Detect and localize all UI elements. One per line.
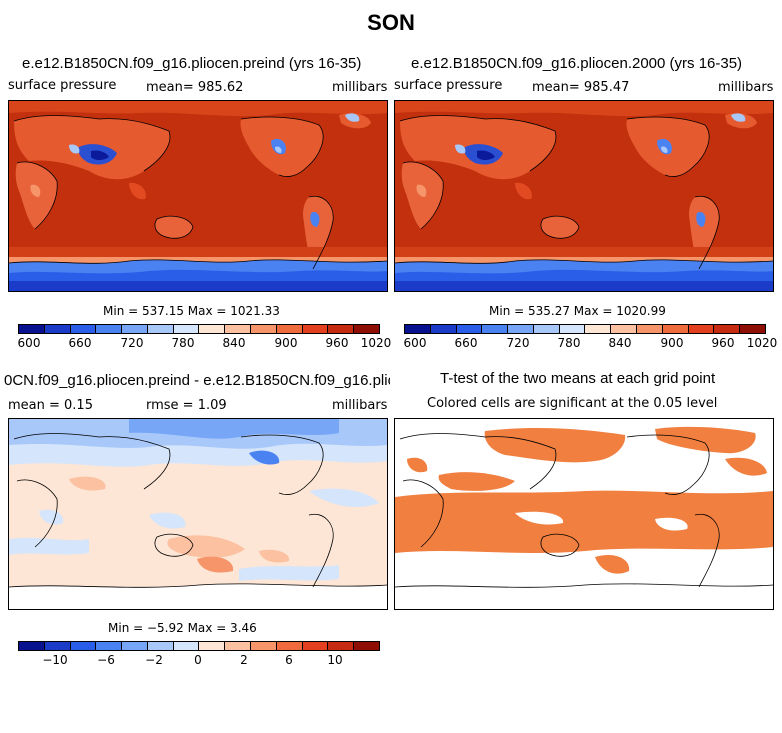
tick-label: 720 xyxy=(506,336,530,350)
colorbar-swatch xyxy=(328,642,355,650)
map-graphic xyxy=(395,101,773,291)
colorbar-swatch xyxy=(199,642,226,650)
colorbar-swatch xyxy=(354,642,379,650)
colorbar-swatch xyxy=(70,325,97,333)
minmax-preind: Min = 537.15 Max = 1021.33 xyxy=(103,304,280,318)
colorbar-swatch xyxy=(482,325,509,333)
tick-label: 1020 xyxy=(746,336,778,350)
colorbar-swatch xyxy=(96,325,123,333)
tick-label: 780 xyxy=(171,336,195,350)
colorbar-swatch xyxy=(251,642,277,650)
map-graphic xyxy=(395,419,773,609)
tick-label: 900 xyxy=(274,336,298,350)
colorbar-swatch xyxy=(740,325,765,333)
panel-title-ttest: T-test of the two means at each grid poi… xyxy=(440,370,716,387)
units-label-preind: millibars xyxy=(332,80,388,95)
colorbar-swatch xyxy=(302,325,329,333)
panel-title-difference: 0CN.f09_g16.pliocen.preind - e.e12.B1850… xyxy=(4,372,390,389)
colorbar-swatch xyxy=(354,325,379,333)
colorbar-swatch xyxy=(44,325,71,333)
panel-title-2000: e.e12.B1850CN.f09_g16.pliocen.2000 (yrs … xyxy=(411,55,743,72)
colorbar-swatch xyxy=(688,325,715,333)
colorbar-swatch xyxy=(173,642,200,650)
tick-label: −6 xyxy=(97,653,115,667)
tick-label: 960 xyxy=(711,336,735,350)
colorbar-swatch xyxy=(122,325,148,333)
tick-label: 840 xyxy=(608,336,632,350)
map-graphic xyxy=(9,419,387,609)
colorbar-swatch xyxy=(70,642,97,650)
tick-label: 660 xyxy=(68,336,92,350)
tick-label: −10 xyxy=(42,653,68,667)
units-label-difference: millibars xyxy=(332,398,388,413)
colorbar-swatch xyxy=(276,325,303,333)
tick-label: 1020 xyxy=(360,336,392,350)
tick-label: 6 xyxy=(285,653,293,667)
figure-title: SON xyxy=(367,10,415,35)
colorbar-swatch xyxy=(662,325,689,333)
tick-label: 840 xyxy=(222,336,246,350)
tick-label: 660 xyxy=(454,336,478,350)
colorbar-swatch xyxy=(456,325,483,333)
tick-label: 780 xyxy=(557,336,581,350)
map-ttest-significance xyxy=(394,418,774,610)
panel-subtitle-ttest: Colored cells are significant at the 0.0… xyxy=(427,396,718,411)
colorbar-swatch xyxy=(302,642,329,650)
colorbar-swatch xyxy=(96,642,123,650)
tick-label: 600 xyxy=(403,336,427,350)
colorbar-swatch xyxy=(508,325,534,333)
colorbar-swatch xyxy=(328,325,355,333)
colorbar-swatch xyxy=(147,325,174,333)
rmse-label-difference: rmse = 1.09 xyxy=(146,398,227,413)
colorbar-swatch xyxy=(585,325,612,333)
variable-label-2000: surface pressure xyxy=(394,78,503,93)
colorbar-swatch xyxy=(225,642,252,650)
mean-label-2000: mean= 985.47 xyxy=(532,80,630,95)
colorbar-swatch xyxy=(147,642,174,650)
map-graphic xyxy=(9,101,387,291)
minmax-2000: Min = 535.27 Max = 1020.99 xyxy=(489,304,666,318)
tick-label: 900 xyxy=(660,336,684,350)
panel-title-preind: e.e12.B1850CN.f09_g16.pliocen.preind (yr… xyxy=(22,55,362,72)
colorbar-absolute-right xyxy=(404,324,766,334)
colorbar-swatch xyxy=(19,642,45,650)
colorbar-swatch xyxy=(611,325,638,333)
colorbar-swatch xyxy=(430,325,457,333)
variable-label-preind: surface pressure xyxy=(8,78,117,93)
tick-label: 0 xyxy=(194,653,202,667)
colorbar-swatch xyxy=(122,642,148,650)
tick-label: 720 xyxy=(120,336,144,350)
map-surface-pressure-preind xyxy=(8,100,388,292)
minmax-difference: Min = −5.92 Max = 3.46 xyxy=(108,621,257,635)
colorbar-swatch xyxy=(19,325,45,333)
colorbar-swatch xyxy=(276,642,303,650)
colorbar-swatch xyxy=(173,325,200,333)
colorbar-swatch xyxy=(405,325,431,333)
colorbar-swatch xyxy=(44,642,71,650)
mean-label-preind: mean= 985.62 xyxy=(146,80,244,95)
colorbar-swatch xyxy=(533,325,560,333)
mean-label-difference: mean = 0.15 xyxy=(8,398,93,413)
colorbar-swatch xyxy=(199,325,226,333)
colorbar-swatch xyxy=(225,325,252,333)
tick-label: 960 xyxy=(325,336,349,350)
tick-label: −2 xyxy=(145,653,163,667)
tick-label: 2 xyxy=(240,653,248,667)
map-surface-pressure-2000 xyxy=(394,100,774,292)
colorbar-swatch xyxy=(251,325,277,333)
units-label-2000: millibars xyxy=(718,80,774,95)
tick-label: 10 xyxy=(327,653,343,667)
colorbar-difference xyxy=(18,641,380,651)
colorbar-swatch xyxy=(637,325,663,333)
colorbar-absolute-left xyxy=(18,324,380,334)
colorbar-swatch xyxy=(559,325,586,333)
colorbar-swatch xyxy=(714,325,741,333)
tick-label: 600 xyxy=(17,336,41,350)
map-difference xyxy=(8,418,388,610)
